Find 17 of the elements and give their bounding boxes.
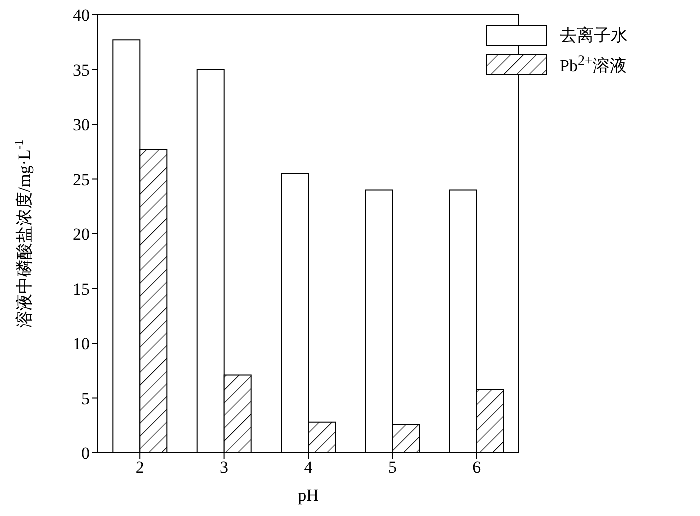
y-tick-label: 15 [73,280,90,299]
y-tick-label: 10 [73,334,90,354]
y-tick-label: 25 [73,170,90,190]
y-tick-label: 35 [73,60,90,80]
y-tick-label: 5 [82,389,90,408]
legend-label: Pb$^{2+}$溶液 [560,53,628,78]
y-tick-label: 40 [73,6,90,26]
y-tick-label: 20 [73,225,90,244]
y-tick-label: 30 [73,116,90,135]
x-axis-title: pH [298,486,319,505]
y-tick-label: 0 [82,444,90,464]
x-tick-label: 5 [388,458,397,478]
x-tick-label: 3 [220,458,229,478]
x-tick-label: 4 [304,458,314,478]
x-tick-label: 2 [136,458,144,478]
legend-label: 去离子水 [560,25,628,47]
x-tick-label: 6 [472,458,482,478]
